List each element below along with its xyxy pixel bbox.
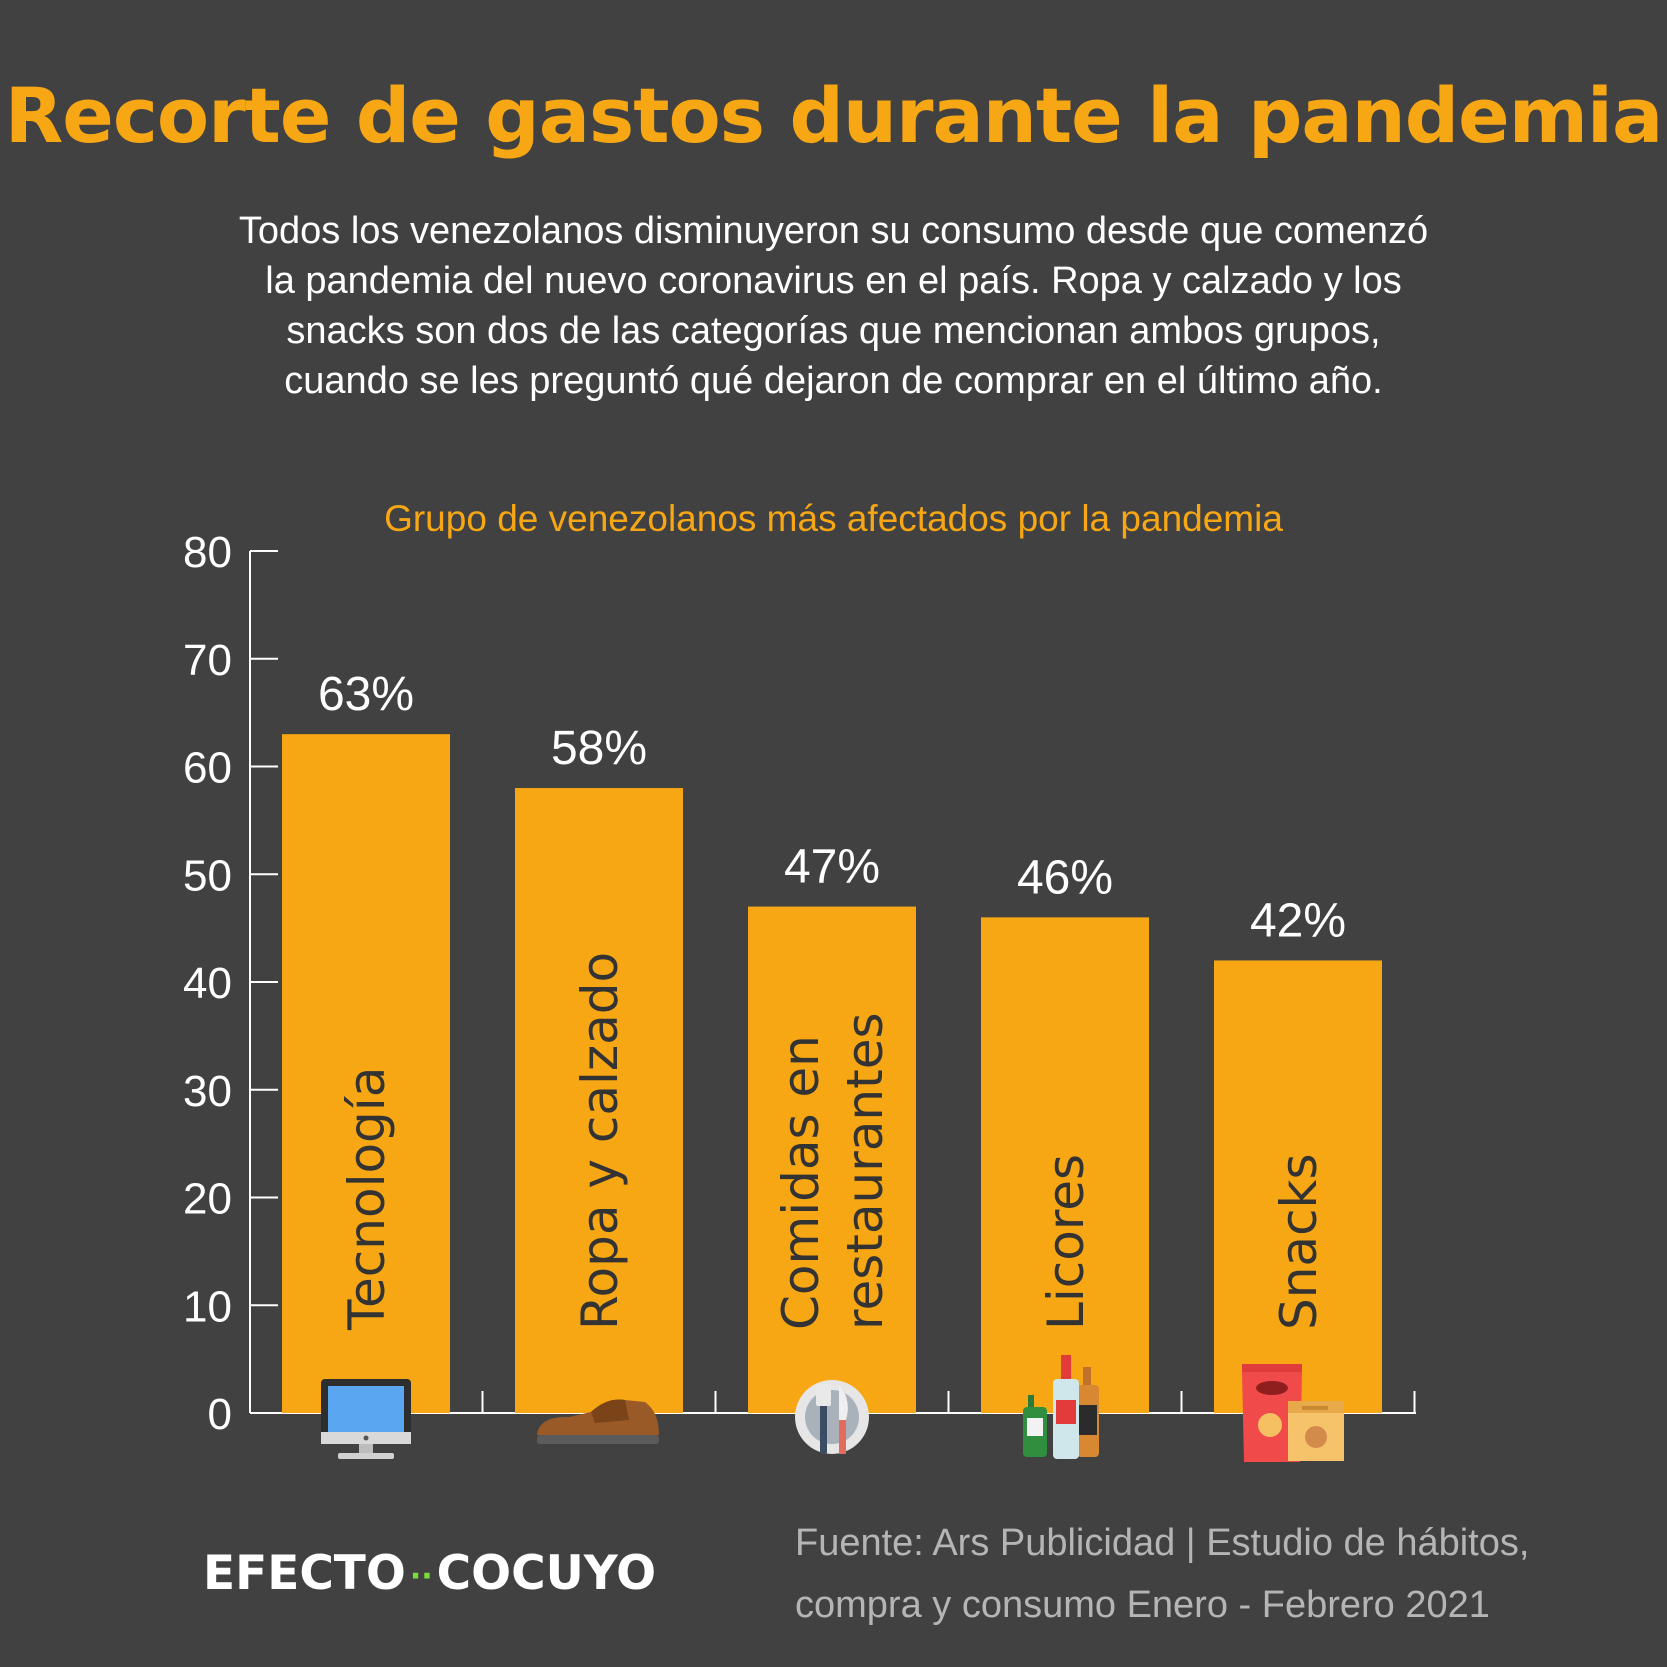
category-label-line: Ropa y calzado	[571, 952, 629, 1330]
category-label-line: Comidas en	[772, 1035, 830, 1330]
chart-title: Grupo de venezolanos más afectados por l…	[384, 498, 1283, 539]
bar	[748, 906, 916, 1413]
value-label: 58%	[551, 722, 647, 775]
bar	[981, 917, 1149, 1413]
brand-right: COCUYO	[436, 1546, 657, 1601]
y-tick-label: 30	[183, 1067, 232, 1116]
snacks-bag-icon	[1242, 1364, 1344, 1462]
brand-left: EFECTO	[203, 1546, 406, 1601]
page-title: Recorte de gastos durante la pandemia	[4, 71, 1664, 160]
category-label-line: Tecnología	[338, 1067, 396, 1331]
category-label: Comidas en restaurantes	[772, 1012, 894, 1330]
value-label: 63%	[318, 668, 414, 721]
brand-logo: EFECTO ··COCUYO	[203, 1546, 656, 1605]
category-label-line: Snacks	[1270, 1153, 1328, 1330]
bar	[515, 788, 683, 1413]
y-tick-label: 60	[183, 744, 232, 793]
plate-cutlery-icon	[795, 1380, 869, 1454]
y-tick-label: 20	[183, 1175, 232, 1224]
source-note: Fuente: Ars Publicidad | Estudio de hábi…	[795, 1522, 1530, 1626]
category-label-line: Licores	[1037, 1154, 1095, 1330]
bar	[1214, 960, 1382, 1413]
axes: 0 10 20 30 40 50 60 70 80	[183, 528, 1416, 1439]
computer-monitor-icon	[321, 1379, 411, 1459]
value-label: 42%	[1250, 894, 1346, 947]
icons	[321, 1355, 1344, 1462]
category-label: Snacks	[1270, 1153, 1328, 1330]
shoe-icon	[537, 1399, 659, 1444]
y-tick-label: 0	[208, 1390, 232, 1439]
brand-dots: ··	[409, 1558, 433, 1594]
y-tick-label: 80	[183, 528, 232, 577]
category-label: Tecnología	[338, 1067, 396, 1331]
y-tick-label: 50	[183, 851, 232, 900]
y-tick-label: 10	[183, 1282, 232, 1331]
category-label: Licores	[1037, 1154, 1095, 1330]
subtitle: Todos los venezolanos disminuyeron su co…	[238, 210, 1429, 402]
category-label-line: restaurantes	[836, 1012, 894, 1330]
category-label: Ropa y calzado	[571, 952, 629, 1330]
bar	[282, 734, 450, 1413]
bars: 63% Tecnología 58% Ropa y calzado 47% Comidas…	[282, 668, 1382, 1413]
value-label: 46%	[1017, 851, 1113, 904]
value-label: 47%	[784, 841, 880, 894]
liquor-bottles-icon	[1023, 1355, 1099, 1459]
y-tick-label: 40	[183, 959, 232, 1008]
y-tick-label: 70	[183, 636, 232, 685]
